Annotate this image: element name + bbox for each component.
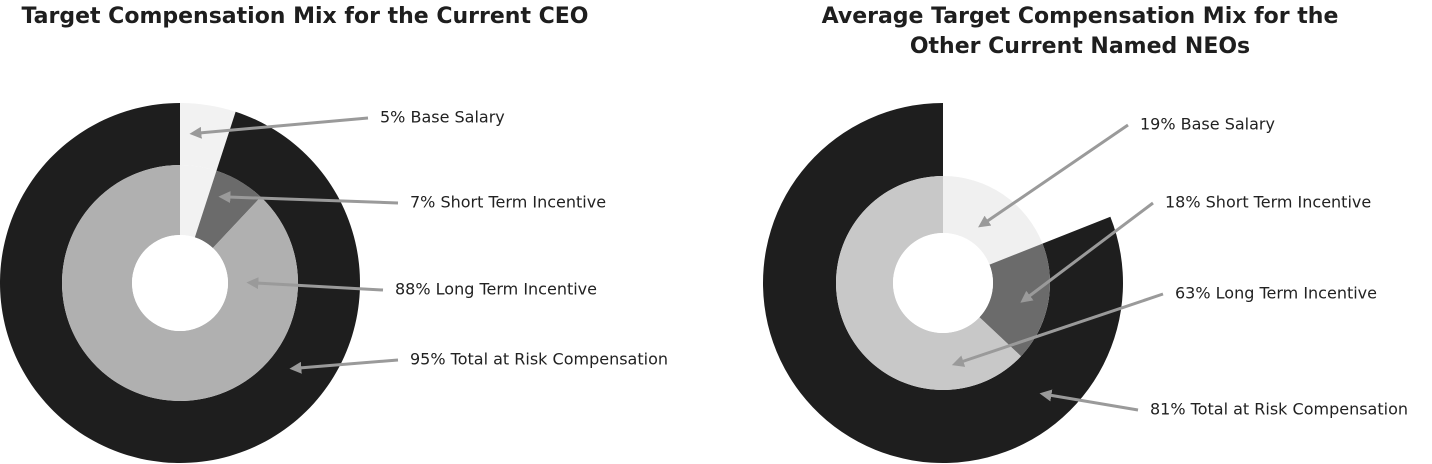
donut-segment (61, 165, 298, 401)
callout-arrow (289, 358, 399, 374)
segment-label: 7% Short Term Incentive (410, 193, 606, 212)
donut-hole (132, 235, 228, 331)
donut-segment (836, 176, 1021, 390)
segment-label: 18% Short Term Incentive (1165, 193, 1371, 212)
callout-arrow (951, 292, 1164, 367)
donut-segment (763, 103, 1123, 463)
donut-segment (0, 103, 360, 463)
donut-segment (180, 165, 217, 238)
callout-arrow (246, 277, 384, 292)
donut-segment (943, 103, 1111, 244)
chart-title: Target Compensation Mix for the Current … (21, 4, 589, 29)
chart-title: Average Target Compensation Mix for the … (821, 4, 1339, 59)
segment-label: 81% Total at Risk Compensation (1150, 400, 1408, 419)
callout-arrow (1039, 389, 1139, 412)
callout-arrow (218, 191, 399, 205)
donut-hole (893, 233, 993, 333)
segment-label: 95% Total at Risk Compensation (410, 350, 668, 369)
donut-segment (180, 103, 236, 171)
segment-label: 88% Long Term Incentive (395, 280, 597, 299)
segment-label: 19% Base Salary (1140, 115, 1275, 134)
donut-segment (979, 243, 1050, 357)
donut-segment (943, 176, 1043, 265)
segment-label: 5% Base Salary (380, 108, 505, 127)
callout-arrow (978, 123, 1129, 228)
donut-segment (194, 170, 261, 249)
callout-arrow (189, 116, 369, 139)
callout-arrow (1020, 201, 1154, 303)
segment-label: 63% Long Term Incentive (1175, 284, 1377, 303)
